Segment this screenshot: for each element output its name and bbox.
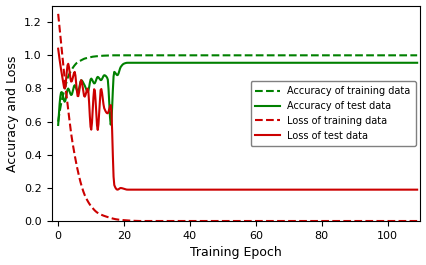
Line: Accuracy of test data: Accuracy of test data (58, 63, 417, 125)
Accuracy of training data (407, 54, 412, 57)
Loss of training data (56, 12, 61, 15)
Loss of training data (138, 219, 144, 223)
Line: Loss of training data: Loss of training data (58, 14, 417, 221)
Accuracy of test data (351, 61, 356, 64)
Accuracy of training data (351, 54, 356, 57)
Loss of test data (351, 188, 356, 191)
Accuracy of training data (227, 54, 232, 57)
X-axis label: Training Epoch: Training Epoch (190, 246, 282, 259)
Loss of test data (407, 188, 412, 191)
Accuracy of training data (250, 54, 256, 57)
Loss of training data (250, 219, 256, 223)
Loss of test data (414, 188, 420, 191)
Accuracy of training data (270, 54, 275, 57)
Loss of test data (125, 188, 130, 191)
Loss of test data (270, 188, 275, 191)
Loss of training data (351, 219, 356, 223)
Y-axis label: Accuracy and Loss: Accuracy and Loss (6, 55, 19, 171)
Line: Accuracy of training data: Accuracy of training data (58, 55, 417, 122)
Loss of training data (229, 219, 234, 223)
Accuracy of test data (407, 61, 412, 64)
Accuracy of test data (414, 61, 420, 64)
Loss of test data (56, 47, 61, 50)
Loss of training data (270, 219, 275, 223)
Loss of training data (227, 219, 232, 223)
Accuracy of training data (414, 54, 420, 57)
Loss of training data (414, 219, 420, 223)
Accuracy of training data (109, 54, 114, 57)
Loss of test data (229, 188, 234, 191)
Line: Loss of test data: Loss of test data (58, 49, 417, 190)
Loss of test data (227, 188, 232, 191)
Accuracy of test data (250, 61, 256, 64)
Legend: Accuracy of training data, Accuracy of test data, Loss of training data, Loss of: Accuracy of training data, Accuracy of t… (250, 81, 416, 145)
Accuracy of training data (56, 120, 61, 123)
Accuracy of test data (227, 61, 232, 64)
Accuracy of test data (56, 123, 61, 127)
Accuracy of training data (229, 54, 234, 57)
Loss of test data (250, 188, 256, 191)
Accuracy of test data (125, 61, 130, 64)
Accuracy of test data (270, 61, 275, 64)
Loss of training data (407, 219, 412, 223)
Accuracy of test data (229, 61, 234, 64)
